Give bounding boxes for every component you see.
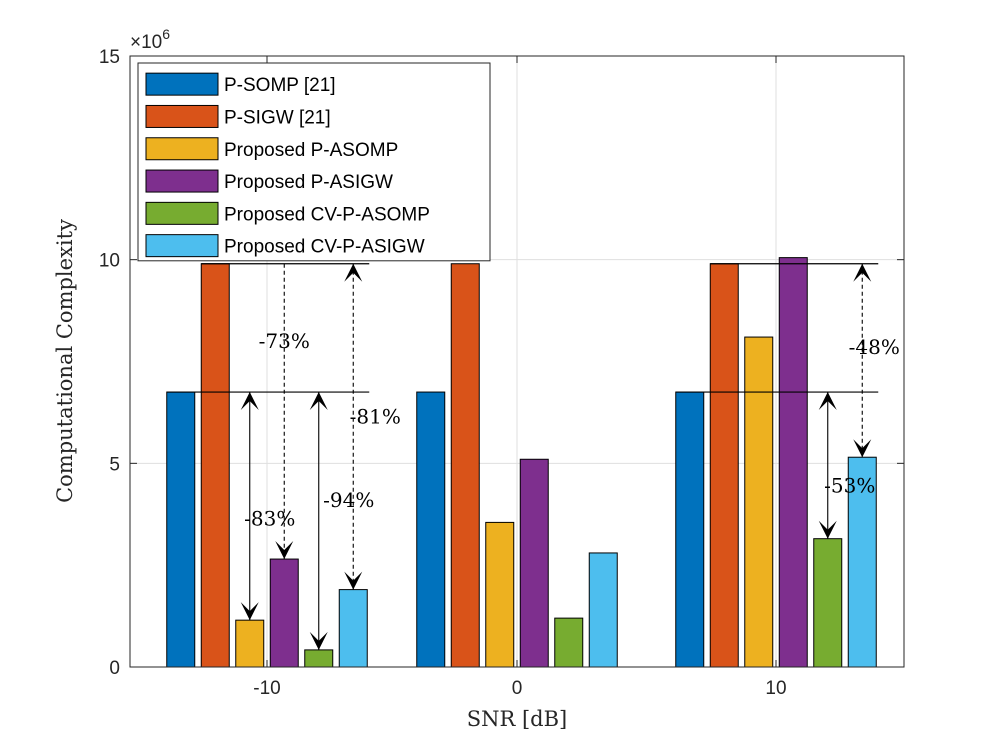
bar-5-2 <box>847 456 877 668</box>
bar-4-1 <box>554 617 584 668</box>
y-tick-label-2: 10 <box>99 251 120 272</box>
y-ticks: 0 5 10 15 <box>99 47 904 679</box>
legend: P-SOMP [21] P-SIGW [21] Proposed P-ASOMP Pr… <box>137 62 491 262</box>
x-ticks: -10 0 10 <box>253 56 787 699</box>
annotation-arrow-down-4 <box>853 439 872 458</box>
legend-label-5: Proposed CV-P-ASIGW <box>224 237 425 258</box>
annotation-arrow-up-4 <box>853 263 872 282</box>
legend-swatch-1 <box>145 104 219 128</box>
bar-1-2 <box>709 263 739 668</box>
annotation-arrow-down-0 <box>275 541 294 560</box>
legend-label-2: Proposed P-ASOMP <box>224 140 398 161</box>
x-axis-title: SNR [dB] <box>467 707 568 731</box>
x-tick-label-1: 0 <box>512 678 523 699</box>
legend-swatch-0 <box>145 72 219 96</box>
y-tick-label-3: 15 <box>99 47 120 68</box>
legend-swatch-5 <box>145 234 219 258</box>
bar-2-2 <box>744 336 774 668</box>
annotation-arrow-down-5 <box>818 520 837 539</box>
annotation-arrow-down-1 <box>240 602 259 621</box>
annotation-label-4: -48% <box>849 335 900 359</box>
annotation-arrow-up-2 <box>309 392 328 411</box>
annotation-arrow-up-1 <box>240 392 259 411</box>
x-tick-label-0: -10 <box>253 678 280 699</box>
x-tick-label-2: 10 <box>765 678 786 699</box>
annotation-label-2: -94% <box>323 488 374 512</box>
bar-3-0 <box>269 558 299 668</box>
bar-3-2 <box>778 257 808 668</box>
reference-lines <box>166 263 879 393</box>
annotation-label-3: -81% <box>350 404 401 428</box>
annotation-arrow-down-2 <box>309 631 328 650</box>
legend-label-1: P-SIGW [21] <box>224 107 331 128</box>
legend-label-3: Proposed P-ASIGW <box>224 172 393 193</box>
bar-3-1 <box>519 458 549 668</box>
bar-2-1 <box>485 521 515 668</box>
bar-1-1 <box>450 263 480 668</box>
bar-0-0 <box>166 391 196 668</box>
legend-swatch-4 <box>145 201 219 225</box>
annotation-arrow-up-3 <box>344 263 363 282</box>
y-tick-label-0: 0 <box>109 658 120 679</box>
bar-0-2 <box>675 391 705 668</box>
legend-box <box>137 62 491 262</box>
annotation-label-1: -83% <box>244 506 295 530</box>
legend-label-0: P-SOMP [21] <box>224 75 336 96</box>
bar-1-0 <box>200 263 230 668</box>
y-axis-title: Computational Complexity <box>53 219 77 503</box>
bar-5-0 <box>338 589 368 668</box>
bar-4-2 <box>813 538 843 668</box>
bar-0-1 <box>416 391 446 668</box>
annotation-label-5: -53% <box>824 474 875 498</box>
legend-swatch-2 <box>145 137 219 161</box>
bar-5-1 <box>588 552 618 668</box>
y-exponent-power: 6 <box>162 26 170 42</box>
y-exponent: ×106 <box>130 26 170 53</box>
bar-2-0 <box>235 619 265 668</box>
annotations-group: -73% -83% -94% -81% -48% -53% <box>240 263 900 650</box>
y-tick-label-1: 5 <box>109 454 120 475</box>
legend-swatch-3 <box>145 169 219 193</box>
annotation-label-0: -73% <box>259 329 310 353</box>
bar-4-0 <box>304 649 334 668</box>
annotation-arrow-down-3 <box>344 571 363 590</box>
legend-label-4: Proposed CV-P-ASOMP <box>224 204 430 225</box>
annotation-arrow-up-5 <box>818 392 837 411</box>
